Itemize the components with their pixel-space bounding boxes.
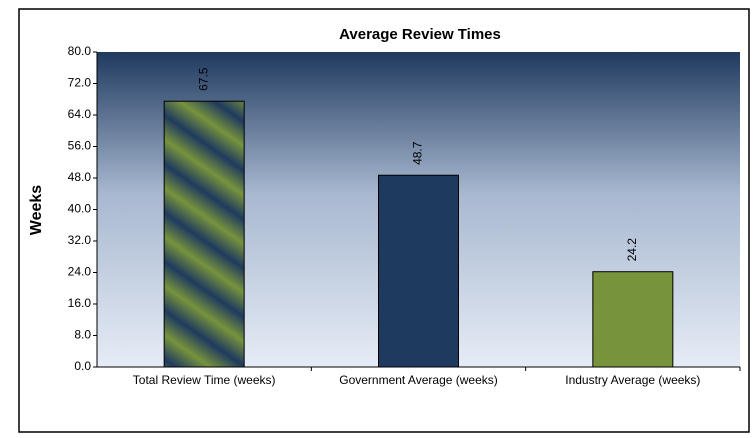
y-tick-label: 16.0 bbox=[68, 296, 92, 310]
x-tick-label-box: Total Review Time (weeks) bbox=[132, 373, 276, 387]
data-label: 67.5 bbox=[196, 67, 210, 91]
frame bbox=[18, 8, 750, 433]
y-tick-label: 8.0 bbox=[74, 328, 91, 342]
y-tick-label: 48.0 bbox=[68, 170, 92, 184]
x-tick-label: Government Average (weeks) bbox=[339, 373, 498, 387]
x-tick-label: Total Review Time (weeks) bbox=[132, 373, 276, 387]
y-tick-label: 64.0 bbox=[68, 107, 92, 121]
data-label: 48.7 bbox=[411, 141, 425, 165]
y-tick-label: 56.0 bbox=[68, 139, 92, 153]
data-label: 24.2 bbox=[625, 238, 639, 262]
y-axis-label: Weeks bbox=[28, 185, 45, 236]
bar bbox=[592, 271, 674, 368]
x-tick-label: Industry Average (weeks) bbox=[565, 373, 701, 387]
x-tick-label-box: Government Average (weeks) bbox=[339, 373, 498, 387]
y-tick-label: 80.0 bbox=[68, 44, 92, 58]
x-tick-label-box: Industry Average (weeks) bbox=[565, 373, 701, 387]
y-tick-label: 40.0 bbox=[68, 202, 92, 216]
y-tick-label: 24.0 bbox=[68, 265, 92, 279]
y-tick-label: 0.0 bbox=[74, 359, 91, 373]
chart-title: Average Review Times bbox=[339, 26, 501, 43]
bar bbox=[163, 100, 245, 368]
y-tick-label: 32.0 bbox=[68, 233, 92, 247]
bar bbox=[378, 174, 459, 368]
y-tick-label: 72.0 bbox=[68, 76, 92, 90]
